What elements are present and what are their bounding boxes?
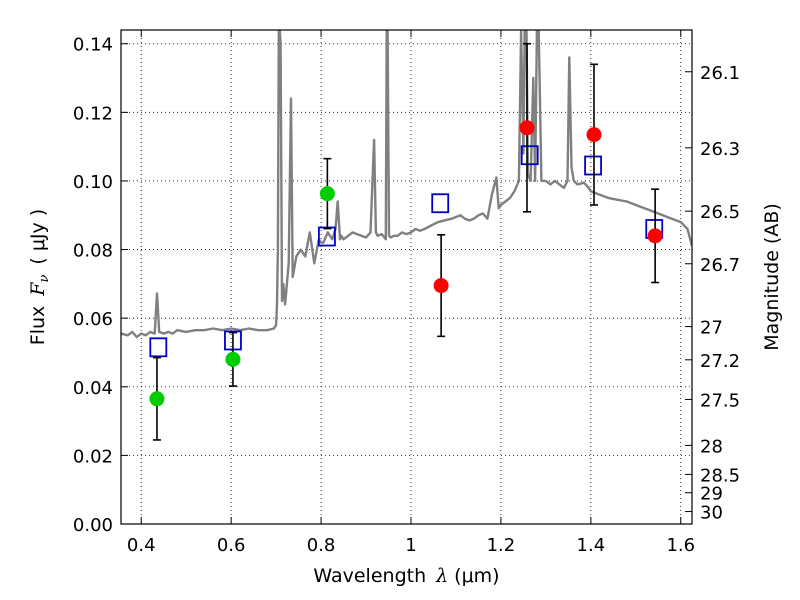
y2-tick-label: 29 [700, 484, 723, 505]
x-tick-label: 0.8 [307, 535, 336, 556]
y2-tick-label: 26.1 [700, 63, 740, 84]
plot-frame [120, 29, 693, 525]
axes: 0.4 0.6 0.8 1 1.2 1.4 1.6 0.00 0.02 0.04 0.06 0.08 0… [73, 29, 740, 556]
y2-tick-label: 27.2 [700, 351, 740, 372]
x-tick-label: 0.4 [127, 535, 156, 556]
series-group [121, 30, 692, 441]
model-photometry-marker [584, 155, 602, 176]
y-tick-label: 0.14 [73, 35, 113, 56]
model-photometry-marker [149, 337, 168, 358]
x-tick-label: 0.6 [217, 535, 246, 556]
observed-point [433, 278, 449, 294]
x-tick-label: 1.6 [666, 535, 695, 556]
y2-tick-label: 30 [700, 503, 723, 524]
y-tick-label: 0.00 [73, 515, 113, 536]
grid-lines [121, 30, 692, 525]
y-tick-label: 0.08 [73, 241, 113, 262]
x-tick-label: 1.2 [487, 535, 516, 556]
model-photometry-marker [431, 193, 450, 214]
y2-tick-label: 26.7 [700, 255, 740, 276]
y-tick-label: 0.02 [73, 446, 113, 467]
plot-area [121, 30, 692, 441]
y2-axis-label: Magnitude (AB) [761, 203, 783, 351]
y-tick-label: 0.12 [73, 103, 113, 124]
observed-point [519, 120, 535, 136]
y2-tick-label: 27 [700, 318, 723, 339]
y2-tick-label: 27.5 [700, 390, 740, 411]
observed-point [225, 351, 241, 367]
observed-point [319, 186, 335, 202]
y2-tick-label: 26.5 [700, 202, 740, 223]
y2-tick-label: 26.3 [700, 139, 740, 160]
y-tick-label: 0.06 [73, 309, 113, 330]
model-photometry-marker [520, 145, 539, 166]
y2-tick-label: 28 [700, 436, 723, 457]
y-tick-label: 0.10 [73, 172, 113, 193]
x-tick-label: 1.4 [577, 535, 606, 556]
observed-point [647, 228, 663, 244]
y-tick-label: 0.04 [73, 378, 113, 399]
x-axis-label: Wavelength λ (μm) [313, 565, 499, 587]
x-tick-label: 1 [405, 535, 416, 556]
spectrum-line [121, 30, 692, 339]
y-axis-label: FluxFν( μJy ) [27, 209, 52, 345]
observed-point [586, 127, 602, 143]
y2-tick-label: 28.5 [700, 465, 740, 486]
observed-point [149, 391, 165, 407]
